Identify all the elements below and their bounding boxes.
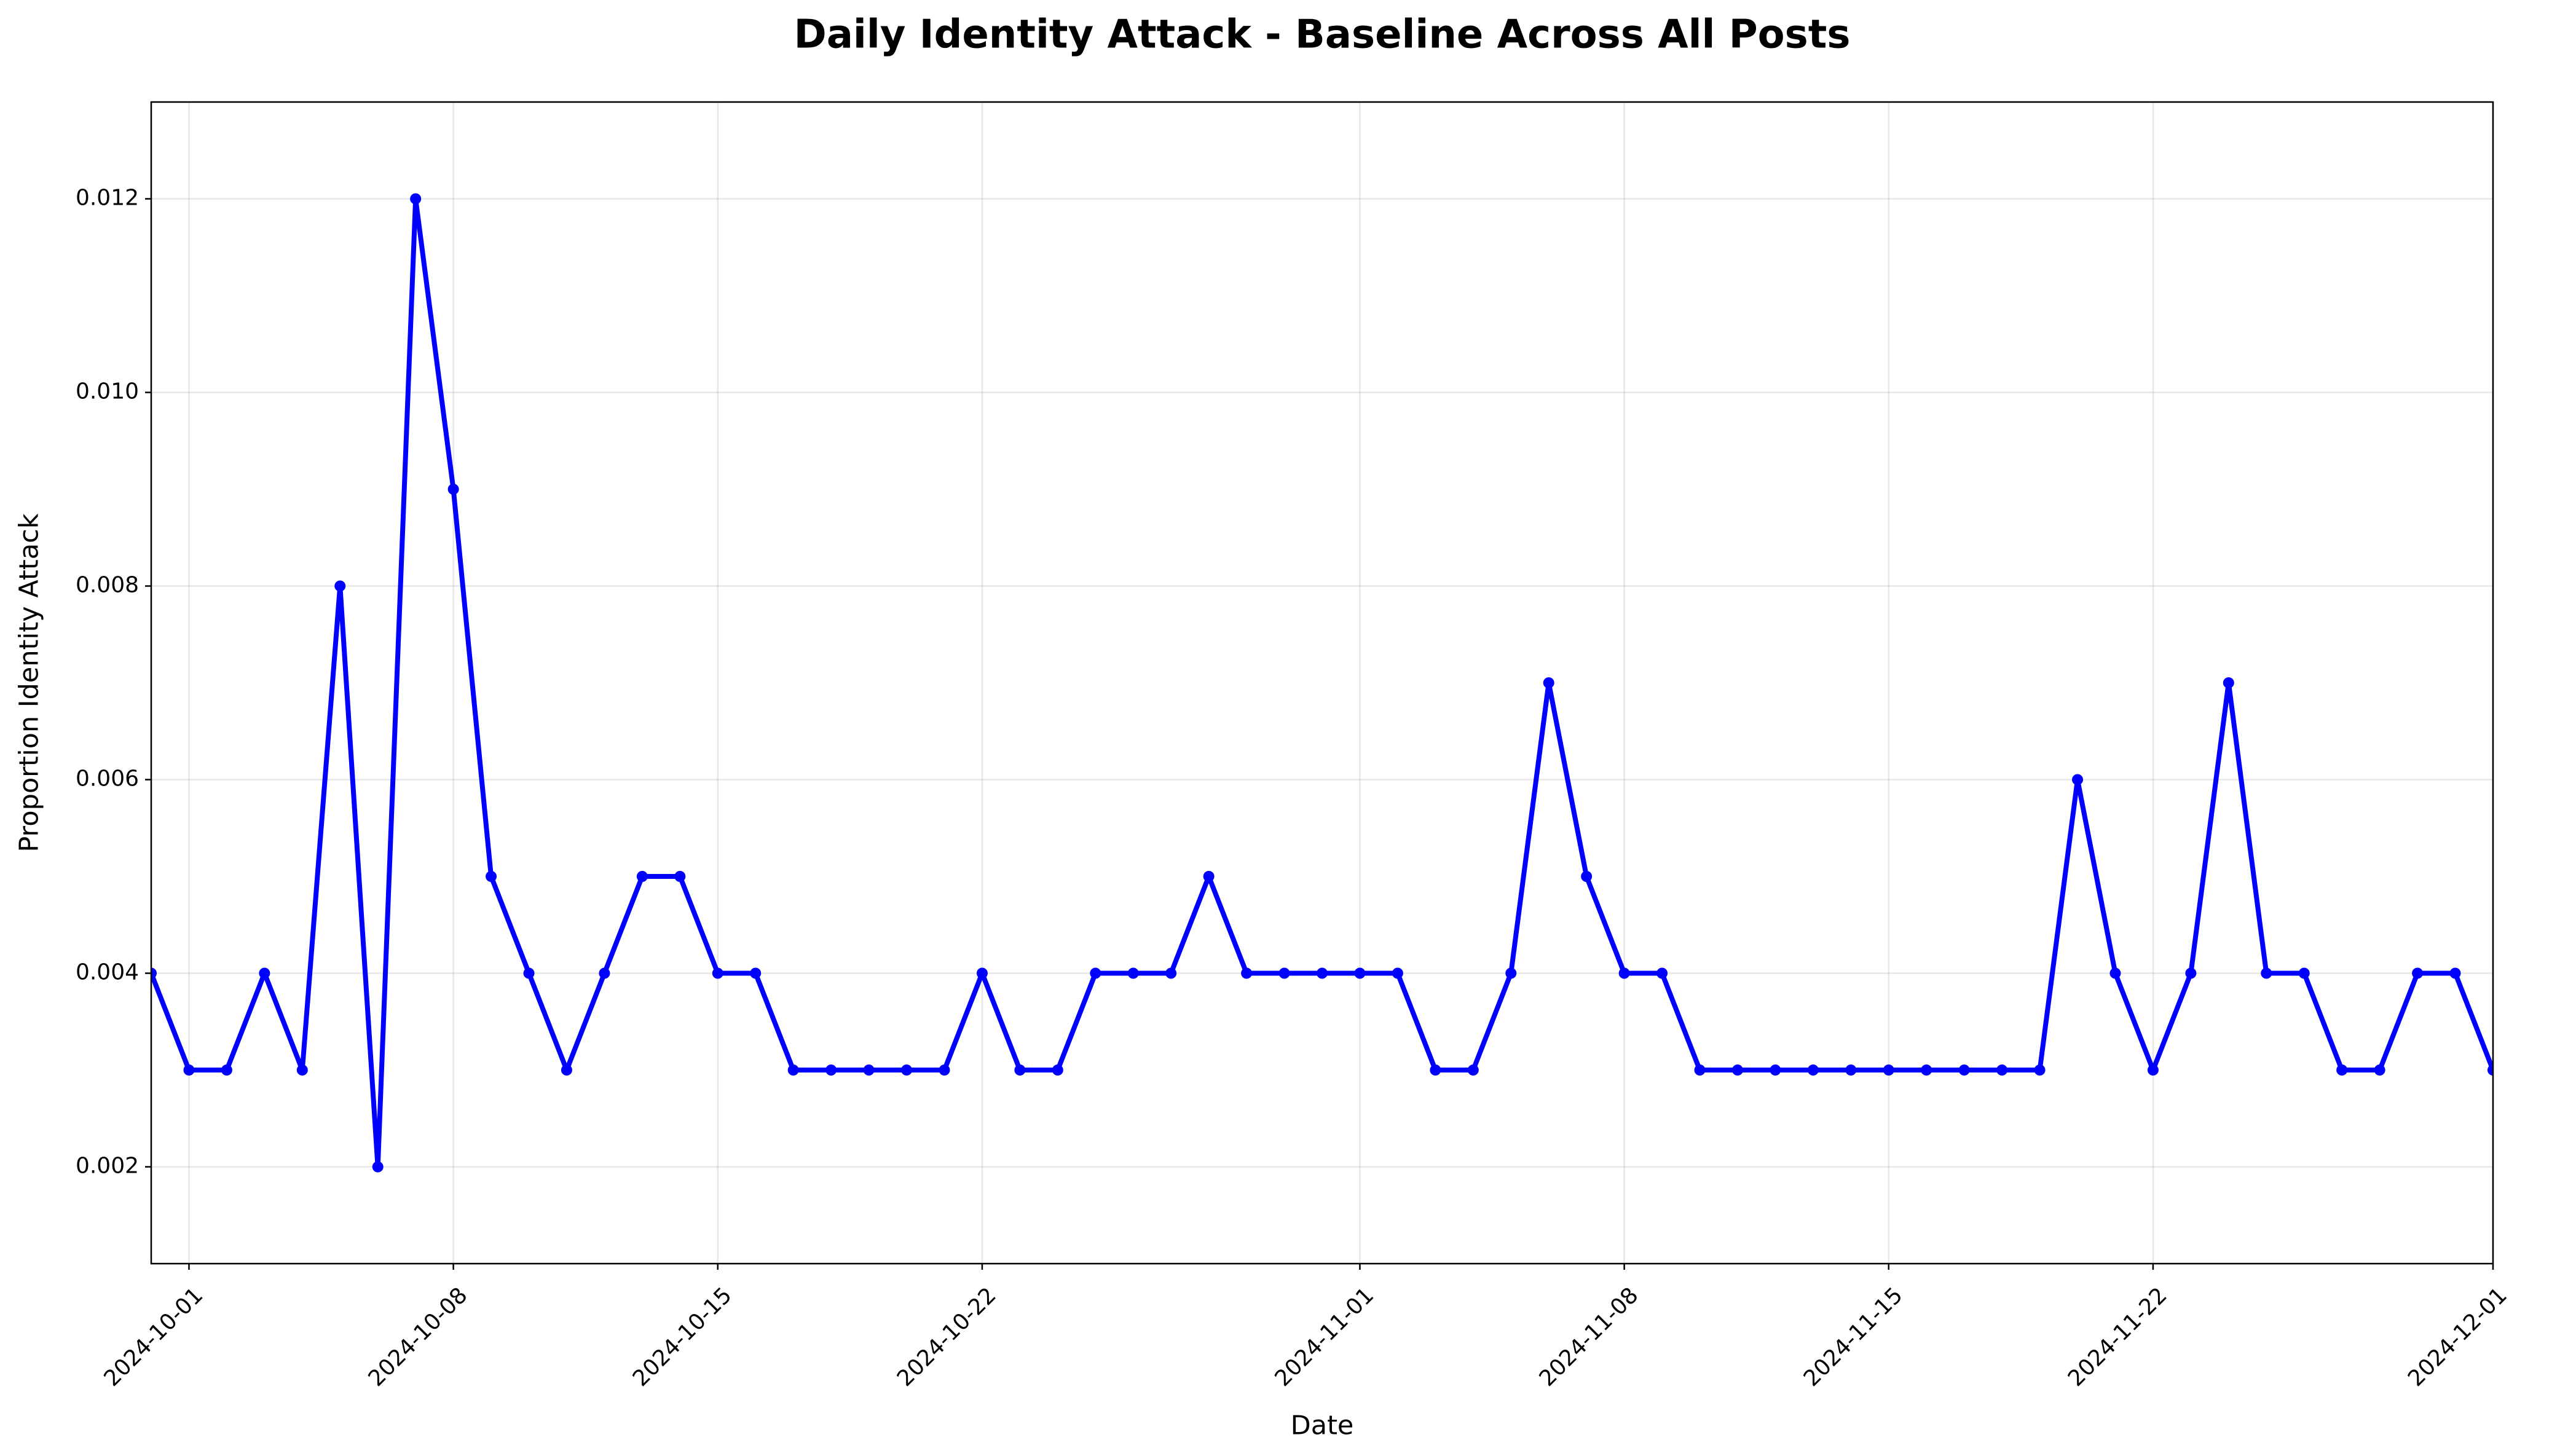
data-point	[1505, 967, 1517, 979]
x-tick-label: 2024-11-01	[1270, 1283, 1379, 1391]
data-point	[1996, 1064, 2008, 1076]
y-tick-label: 0.006	[76, 766, 139, 792]
data-point	[750, 967, 762, 979]
y-tick-label: 0.012	[76, 186, 139, 211]
data-point	[183, 1064, 195, 1076]
data-point	[2374, 1064, 2385, 1076]
data-point	[1543, 677, 1554, 688]
x-tick-label: 2024-11-22	[2063, 1283, 2172, 1391]
data-point	[1656, 967, 1668, 979]
data-point	[1278, 967, 1290, 979]
data-point	[561, 1064, 572, 1076]
y-tick-label: 0.008	[76, 573, 139, 598]
x-tick-label: 2024-10-01	[99, 1283, 208, 1391]
data-point	[2034, 1064, 2046, 1076]
data-point	[712, 967, 723, 979]
x-tick-label: 2024-10-15	[628, 1283, 737, 1391]
data-point	[599, 967, 610, 979]
data-point	[259, 967, 270, 979]
data-point	[2223, 677, 2234, 688]
data-point	[296, 1064, 308, 1076]
data-point	[151, 967, 157, 979]
data-point	[636, 871, 648, 882]
data-point	[1731, 1064, 1743, 1076]
y-tick-label: 0.004	[76, 960, 139, 985]
data-point	[901, 1064, 913, 1076]
data-point	[486, 871, 497, 882]
data-point	[1694, 1064, 1706, 1076]
data-point	[787, 1064, 799, 1076]
data-point	[2449, 967, 2461, 979]
y-tick-label: 0.010	[76, 379, 139, 404]
data-point	[1958, 1064, 1970, 1076]
y-tick-label: 0.002	[76, 1154, 139, 1179]
data-point	[2487, 1064, 2493, 1076]
data-point	[1618, 967, 1630, 979]
data-point	[1203, 871, 1215, 882]
data-point	[1467, 1064, 1479, 1076]
data-point	[976, 967, 988, 979]
data-point	[334, 580, 346, 592]
y-axis-label: Proportion Identity Attack	[14, 513, 45, 852]
data-point	[2298, 967, 2310, 979]
data-point	[1921, 1064, 1932, 1076]
data-point	[2412, 967, 2424, 979]
data-point	[221, 1064, 232, 1076]
x-tick-label: 2024-10-22	[892, 1283, 1001, 1391]
data-point	[1354, 967, 1366, 979]
data-point	[825, 1064, 837, 1076]
data-point	[1241, 967, 1253, 979]
data-point	[1845, 1064, 1857, 1076]
data-point	[1165, 967, 1177, 979]
x-tick-label: 2024-12-01	[2403, 1283, 2512, 1391]
data-point	[2109, 967, 2121, 979]
data-point	[1883, 1064, 1894, 1076]
data-point	[1127, 967, 1139, 979]
x-axis-label: Date	[1291, 1411, 1354, 1441]
data-line	[151, 196, 2493, 1170]
data-point	[523, 967, 535, 979]
data-point	[1392, 967, 1403, 979]
data-point	[939, 1064, 950, 1076]
data-point	[2261, 967, 2272, 979]
data-point	[1052, 1064, 1063, 1076]
data-point	[1770, 1064, 1781, 1076]
data-point	[447, 484, 459, 495]
data-point	[1807, 1064, 1819, 1076]
data-point	[2185, 967, 2197, 979]
data-point	[1317, 967, 1328, 979]
plot-frame	[150, 101, 2494, 1265]
data-point	[1581, 871, 1593, 882]
data-point	[410, 193, 422, 205]
x-tick-label: 2024-11-08	[1535, 1283, 1644, 1391]
x-tick-label: 2024-11-15	[1799, 1283, 1908, 1391]
data-point	[1014, 1064, 1026, 1076]
data-point	[1090, 967, 1101, 979]
x-tick-label: 2024-10-08	[364, 1283, 473, 1391]
chart-title: Daily Identity Attack - Baseline Across …	[794, 12, 1851, 58]
data-point	[863, 1064, 875, 1076]
data-point	[2147, 1064, 2159, 1076]
data-point	[674, 871, 686, 882]
data-point	[2336, 1064, 2348, 1076]
data-point	[1430, 1064, 1441, 1076]
data-point	[2072, 774, 2084, 785]
data-point	[372, 1161, 384, 1173]
